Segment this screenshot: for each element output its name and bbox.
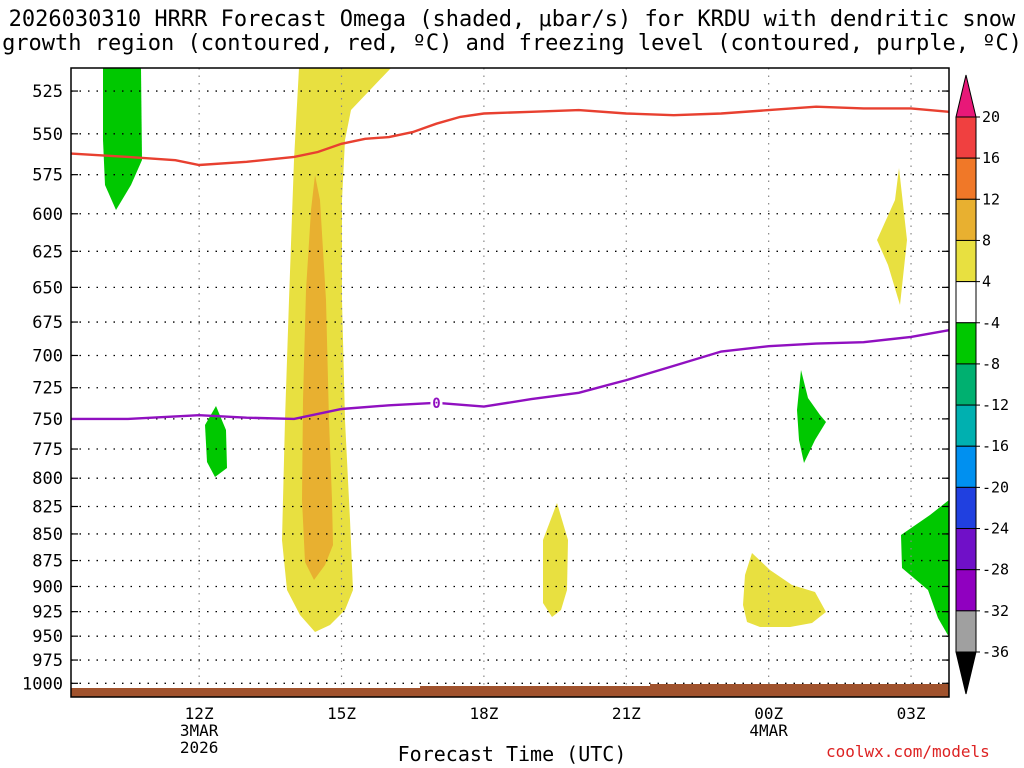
colorbar-label: -16 xyxy=(982,437,1009,455)
y-tick-label: 700 xyxy=(32,346,63,366)
x-tick-label: 12Z xyxy=(185,704,214,723)
y-tick-label: 825 xyxy=(32,497,63,517)
y-tick-label: 1000 xyxy=(22,674,63,694)
colorbar-swatch xyxy=(955,363,977,406)
y-tick-label: 650 xyxy=(32,278,63,298)
x-tick-label: 21Z xyxy=(612,704,641,723)
omega-green-03z xyxy=(901,500,949,637)
y-tick-label: 575 xyxy=(32,166,63,186)
x-tick-date: 4MAR xyxy=(749,721,788,740)
x-tick-label: 15Z xyxy=(327,704,356,723)
x-axis-title: Forecast Time (UTC) xyxy=(397,742,627,766)
omega-green-13z xyxy=(205,406,227,477)
colorbar-top-arrow xyxy=(955,74,977,118)
y-tick-label: 975 xyxy=(32,651,63,671)
colorbar-label: -36 xyxy=(982,643,1009,661)
y-axis: 525 550 575 600 625 650 675 700 725 750 775 800 825 8… xyxy=(22,82,949,694)
y-tick-label: 625 xyxy=(32,242,63,262)
colorbar-bottom-arrow xyxy=(955,651,977,695)
colorbar-label: -12 xyxy=(982,396,1009,414)
colorbar-label: -24 xyxy=(982,520,1009,538)
x-tick-label: 18Z xyxy=(469,704,498,723)
colorbar-label: -28 xyxy=(982,561,1009,579)
omega-yellow-0030z xyxy=(743,553,826,627)
dgz-contour-line xyxy=(70,105,950,167)
colorbar-label: 8 xyxy=(982,231,991,249)
omega-green-01z xyxy=(797,370,826,463)
colorbar-swatch xyxy=(955,404,977,447)
colorbar-swatch xyxy=(955,157,977,200)
colorbar-label: -32 xyxy=(982,602,1009,620)
x-tick-date: 3MAR xyxy=(180,721,219,740)
colorbar-label: -4 xyxy=(982,314,1000,332)
freezing-level-line xyxy=(71,329,950,421)
y-tick-label: 525 xyxy=(32,82,63,102)
plot-frame xyxy=(70,67,950,698)
x-tick-label: 00Z xyxy=(754,704,783,723)
chart-title-line2: growth region (contoured, red, ºC) and f… xyxy=(2,31,1022,56)
contour-lines: 0 xyxy=(70,105,950,421)
y-tick-label: 750 xyxy=(32,410,63,430)
colorbar-swatch xyxy=(955,486,977,530)
colorbar-swatch xyxy=(955,610,977,653)
colorbar-swatch xyxy=(955,322,977,365)
y-tick-label: 550 xyxy=(32,125,63,145)
colorbar-label: 20 xyxy=(982,108,1000,126)
y-tick-label: 925 xyxy=(32,603,63,623)
colorbar-swatch xyxy=(955,198,977,241)
y-tick-label: 850 xyxy=(32,525,63,545)
x-tick-label: 03Z xyxy=(897,704,926,723)
colorbar-swatch xyxy=(955,528,977,571)
omega-yellow-0250z xyxy=(877,168,907,305)
y-tick-label: 875 xyxy=(32,552,63,572)
colorbar-swatch xyxy=(955,569,977,612)
colorbar-label: 4 xyxy=(982,273,991,291)
omega-green-11z xyxy=(103,68,142,210)
site-credit: coolwx.com/models xyxy=(826,742,990,761)
x-tick-year: 2026 xyxy=(180,738,219,757)
y-tick-label: 600 xyxy=(32,205,63,225)
omega-yellow-main xyxy=(282,68,391,632)
y-tick-label: 900 xyxy=(32,577,63,597)
colorbar-label: -8 xyxy=(982,355,1000,373)
y-tick-label: 800 xyxy=(32,469,63,489)
grid-lines xyxy=(71,68,949,697)
colorbar-label: 12 xyxy=(982,190,1000,208)
colorbar: 20 16 12 8 4 -4 -8 -12 -16 -20 -24 -28 -32 -36 xyxy=(955,74,1009,695)
chart-title-line1: 2026030310 HRRR Forecast Omega (shaded, … xyxy=(8,7,1016,32)
freezing-level-contour-label: 0 xyxy=(432,396,440,412)
ground-surface xyxy=(71,684,949,697)
contour-label-bg xyxy=(430,394,443,411)
y-tick-label: 950 xyxy=(32,627,63,647)
colorbar-label: -20 xyxy=(982,478,1009,496)
y-tick-label: 675 xyxy=(32,313,63,333)
y-tick-label: 775 xyxy=(32,440,63,460)
colorbar-swatch xyxy=(955,116,977,159)
colorbar-swatch xyxy=(955,281,977,324)
omega-shading xyxy=(103,68,949,637)
y-tick-label: 725 xyxy=(32,379,63,399)
colorbar-swatch xyxy=(955,445,977,488)
colorbar-swatch xyxy=(955,239,977,283)
colorbar-label: 16 xyxy=(982,149,1000,167)
